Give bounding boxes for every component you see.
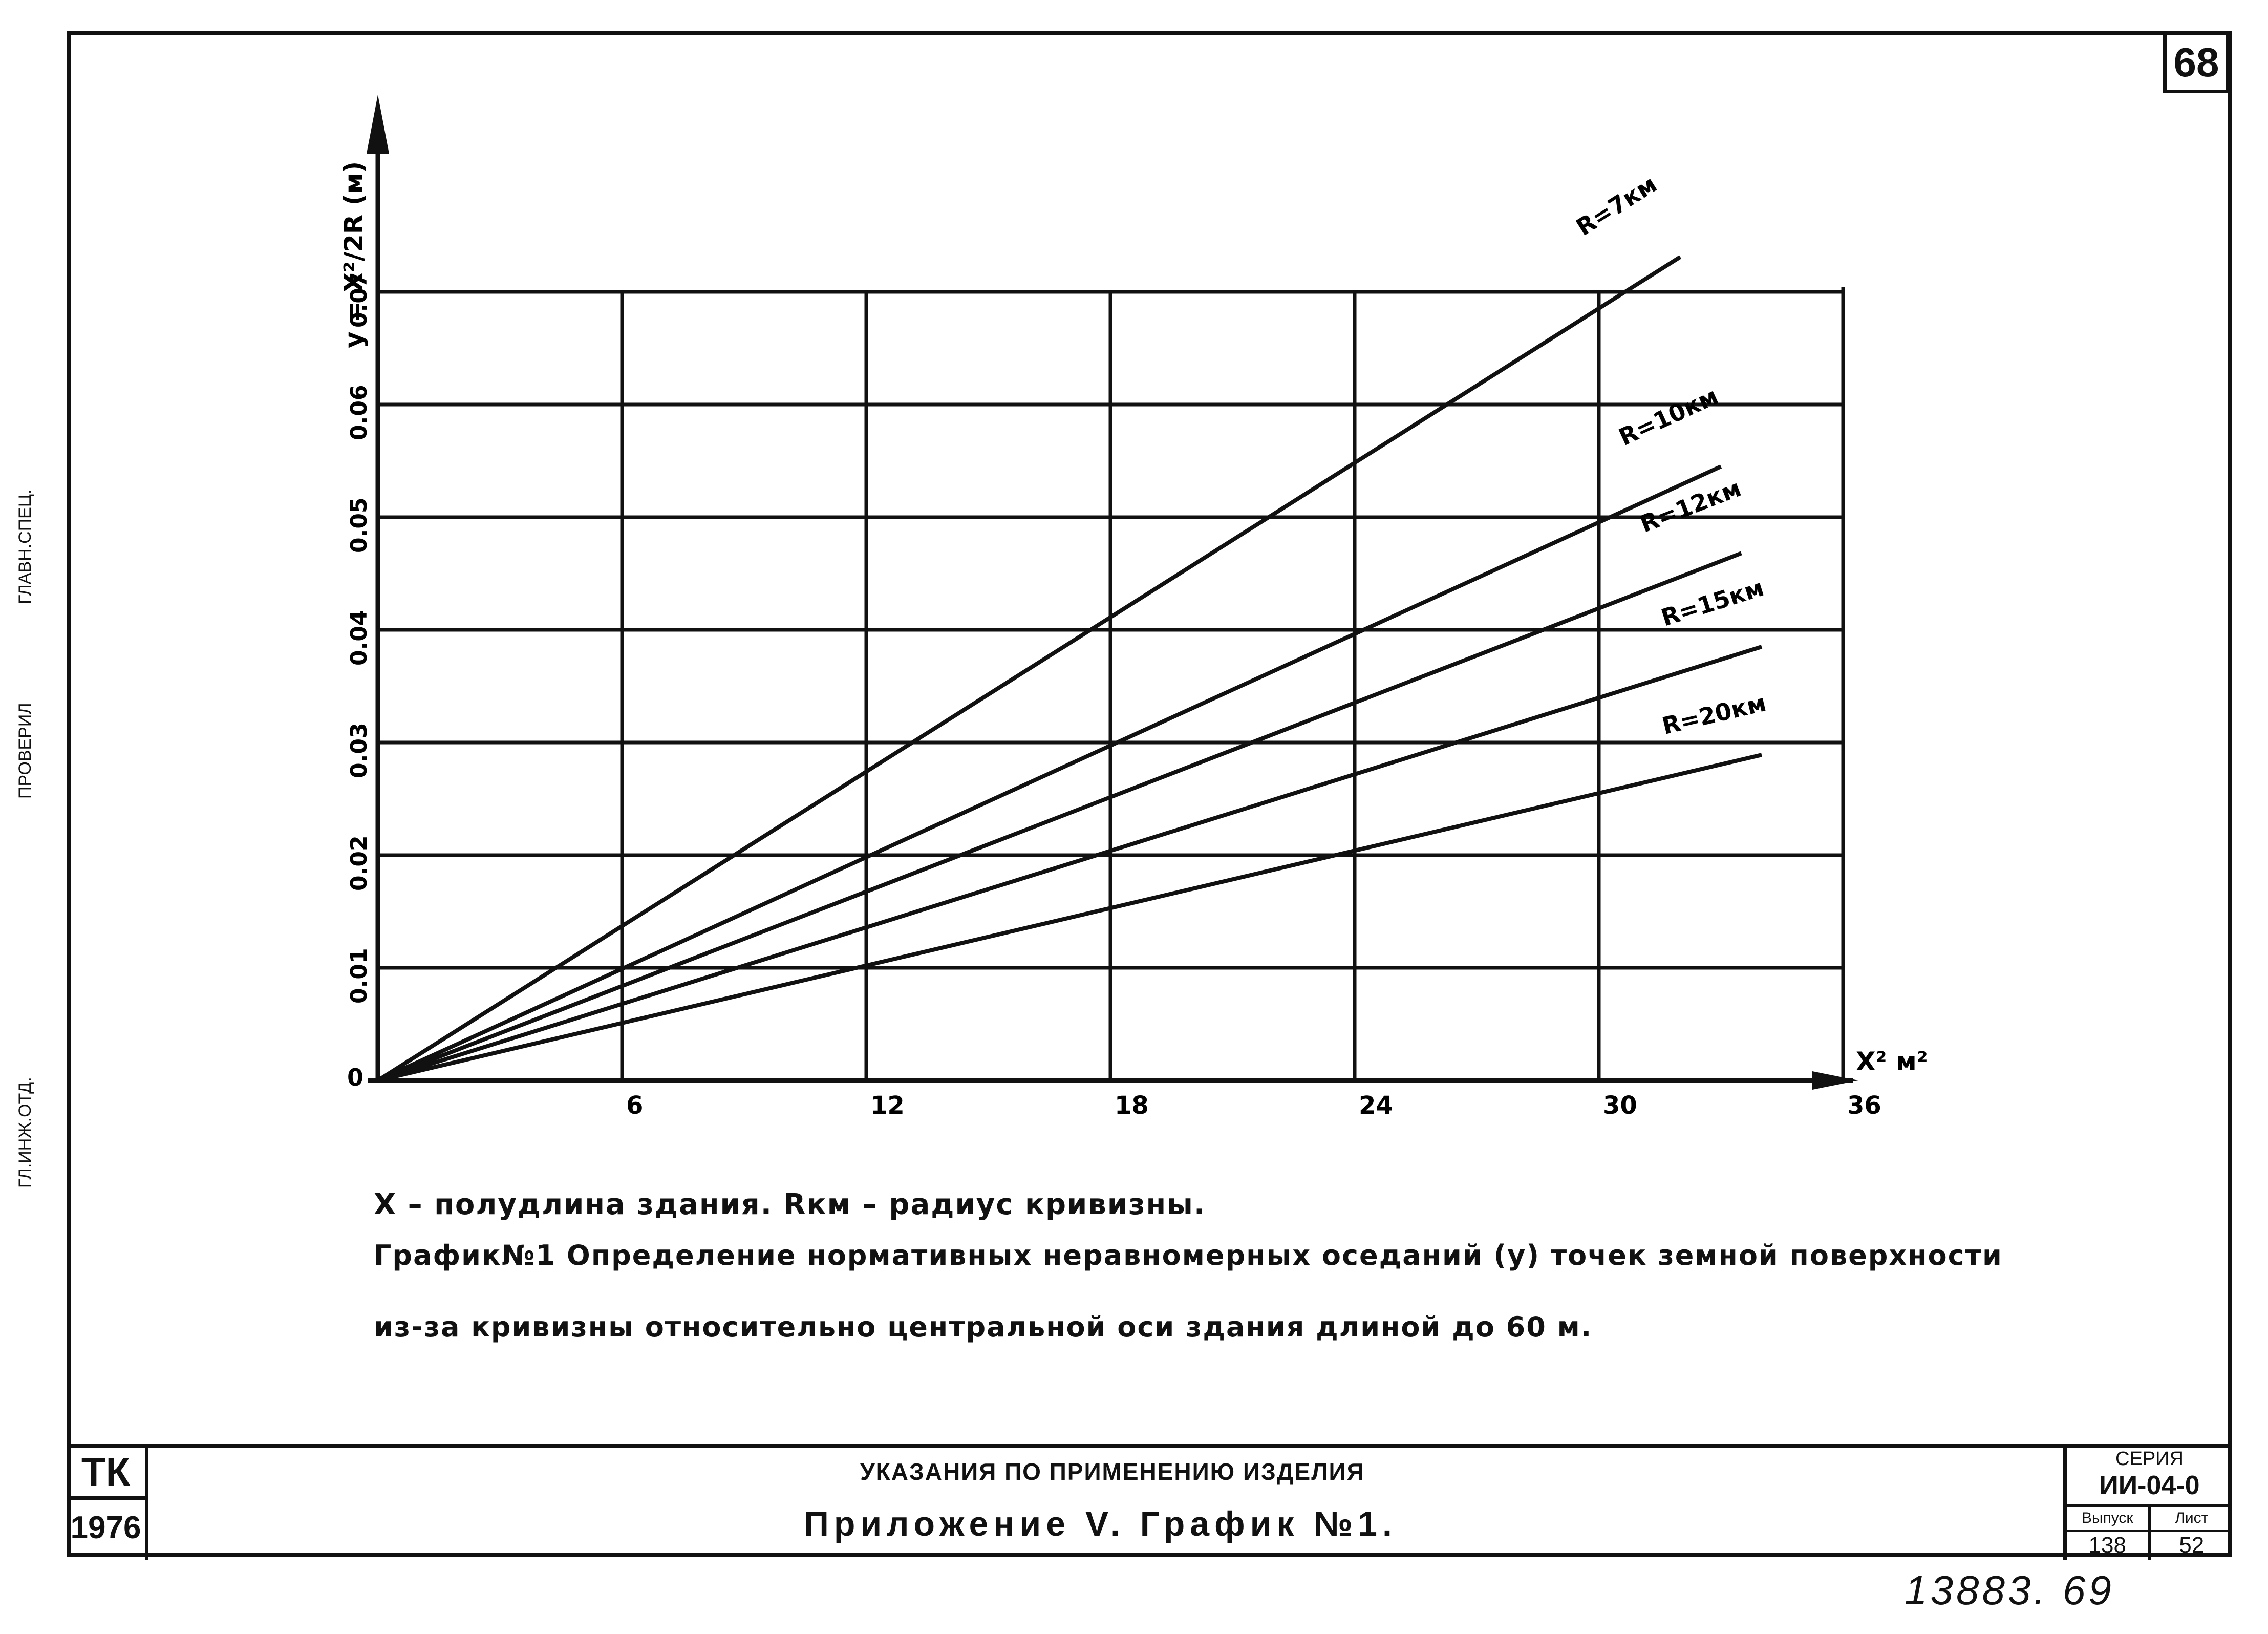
y-tick-label: 0.03	[346, 723, 372, 778]
x-axis-label: X² м²	[1856, 1047, 1928, 1076]
y-tick-label: 0.01	[346, 948, 372, 1004]
issue-value: 138	[2088, 1533, 2126, 1558]
title-block-title: Приложение V. График №1.	[804, 1504, 1397, 1543]
x-tick-label: 36	[1847, 1091, 1881, 1120]
caption-line-2: График№1 Определение нормативных неравно…	[374, 1239, 2003, 1271]
title-block-series: СЕРИЯ ИИ-04-0 Выпуск 138 Лист 52	[2063, 1448, 2232, 1560]
x-tick-label: 18	[1115, 1091, 1149, 1120]
inventory-number: 13883. 69	[1905, 1567, 2114, 1613]
series-label: R=12км	[1636, 474, 1745, 538]
stamp-strip	[31, 31, 70, 1208]
x-tick-label: 30	[1603, 1091, 1637, 1120]
origin-label: 0	[347, 1064, 363, 1091]
series-line	[376, 255, 1682, 1083]
issue-label: Выпуск	[2067, 1507, 2148, 1532]
chart-axes	[367, 95, 1858, 1090]
sheet-number: 68	[2163, 32, 2230, 93]
y-tick-label: 0.07	[346, 272, 372, 328]
y-tick-label: 0.06	[346, 385, 372, 440]
chart-series	[376, 255, 1763, 1083]
x-tick-label: 6	[626, 1091, 643, 1120]
y-axis-label: y = X²/2R (м)	[339, 161, 369, 348]
series-value: ИИ-04-0	[2099, 1471, 2200, 1500]
series-line	[377, 753, 1762, 1083]
y-tick-label: 0.04	[346, 610, 372, 666]
series-label: R=7км	[1571, 170, 1662, 241]
caption-line-1: X – полудлина здания. Rкм – радиус криви…	[374, 1188, 1206, 1221]
org-year: 1976	[70, 1510, 141, 1545]
sheet-value: 52	[2179, 1533, 2205, 1558]
series-line	[377, 551, 1742, 1083]
series-label: СЕРИЯ	[2115, 1448, 2184, 1470]
chart-labels: 6 12 18 24 30 36 0.01 0.02 0.03 0.04 0.05 0.06 0.07 0…	[339, 161, 1928, 1120]
series-line	[377, 464, 1722, 1083]
y-tick-label: 0.05	[346, 497, 372, 553]
x-axis-arrow	[1812, 1071, 1858, 1090]
series-label: R=20км	[1659, 689, 1769, 740]
org-code: ТК	[67, 1448, 145, 1500]
title-block-org: ТК 1976	[67, 1448, 148, 1560]
chart-grid	[378, 287, 1845, 1080]
series-label: R=10км	[1615, 382, 1723, 451]
title-block: ТК 1976 УКАЗАНИЯ ПО ПРИМЕНЕНИЮ ИЗДЕЛИЯ П…	[67, 1444, 2232, 1560]
y-axis-arrow	[367, 95, 389, 154]
y-tick-label: 0.02	[346, 835, 372, 891]
series-line	[377, 645, 1763, 1083]
x-tick-label: 12	[870, 1091, 905, 1120]
sheet-label: Лист	[2151, 1507, 2232, 1532]
title-block-subtitle: УКАЗАНИЯ ПО ПРИМЕНЕНИЮ ИЗДЕЛИЯ	[860, 1458, 1365, 1485]
series-label: R=15км	[1658, 574, 1767, 631]
caption-line-3: из-за кривизны относительно центральной …	[374, 1311, 1593, 1343]
x-tick-label: 24	[1359, 1091, 1393, 1120]
